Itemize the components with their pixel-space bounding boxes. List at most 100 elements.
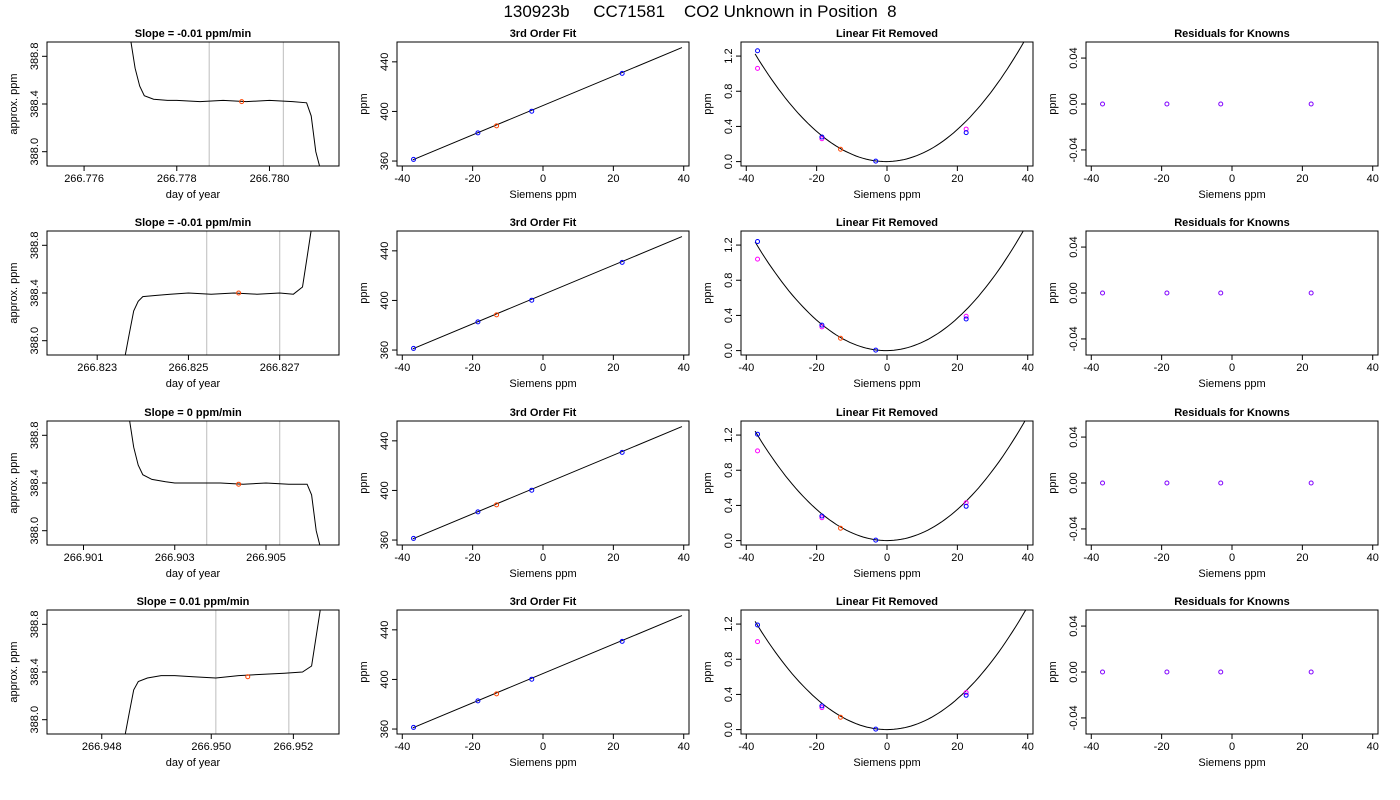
- y-tick-label: 0.0: [723, 722, 735, 737]
- x-axis-label: Siemens ppm: [509, 189, 576, 201]
- x-tick-label: -40: [738, 173, 754, 185]
- y-tick-label: 440: [379, 53, 391, 71]
- y-tick-label: 0.4: [723, 119, 735, 134]
- quadratic-fit-curve: [754, 231, 1024, 352]
- x-tick-label: -20: [809, 173, 825, 185]
- plot-frame: [740, 230, 1034, 356]
- y-tick-label: 0.04: [1068, 47, 1080, 68]
- x-tick-label: -20: [465, 552, 481, 564]
- alt-point: [755, 448, 761, 454]
- y-axis-label: approx. ppm: [8, 641, 20, 702]
- y-tick-label: 360: [379, 341, 391, 359]
- panel-2-1: 266.823 266.825 266.827 388.0 388.4 388.8 Slop…: [8, 217, 340, 390]
- panel-title: Residuals for Knowns: [1174, 28, 1290, 40]
- known-point: [873, 347, 879, 353]
- known-point: [755, 48, 761, 54]
- panel-title: Linear Fit Removed: [836, 217, 938, 229]
- x-axis-label: Siemens ppm: [1198, 757, 1265, 769]
- plot-frame: [1085, 420, 1379, 546]
- x-tick-label: -20: [1154, 173, 1170, 185]
- y-axis-label: ppm: [358, 472, 370, 493]
- data-layer: [1100, 101, 1314, 107]
- panel-title: Linear Fit Removed: [836, 28, 938, 40]
- data-layer: [129, 421, 321, 545]
- x-tick-label: 266.901: [64, 552, 104, 564]
- x-axis-label: Siemens ppm: [853, 757, 920, 769]
- x-tick-label: 0: [540, 552, 546, 564]
- y-tick-label: 0.4: [723, 687, 735, 702]
- x-tick-label: -40: [394, 741, 410, 753]
- x-tick-label: 40: [678, 552, 690, 564]
- x-tick-label: 20: [607, 552, 619, 564]
- known-point: [819, 513, 825, 519]
- x-tick-label: -20: [1154, 741, 1170, 753]
- x-tick-label: 0: [884, 552, 890, 564]
- x-axis-label: Siemens ppm: [509, 378, 576, 390]
- x-tick-label: 20: [607, 173, 619, 185]
- x-tick-label: 40: [1022, 552, 1034, 564]
- x-tick-label: -40: [394, 552, 410, 564]
- x-tick-label: 266.903: [155, 552, 195, 564]
- x-tick-label: 266.950: [191, 741, 231, 753]
- data-layer: [411, 236, 683, 351]
- known-point: [819, 322, 825, 328]
- panel-title: Linear Fit Removed: [836, 407, 938, 419]
- x-tick-label: 20: [951, 173, 963, 185]
- y-axis-label: ppm: [1047, 472, 1059, 493]
- alt-point: [819, 324, 825, 330]
- data-layer: [754, 610, 1027, 732]
- residual-point: [1308, 290, 1314, 296]
- x-tick-label: -40: [1083, 741, 1099, 753]
- residual-point: [1218, 480, 1224, 486]
- x-axis-label: day of year: [166, 378, 221, 390]
- y-axis-label: ppm: [358, 282, 370, 303]
- panel-3-1: 266.901 266.903 266.905 388.0 388.4 388.8 Slop…: [8, 407, 340, 580]
- known-point: [755, 431, 761, 437]
- unknown-marker: [239, 99, 245, 105]
- plot-frame: [1085, 41, 1379, 167]
- trace-line: [124, 231, 312, 355]
- x-tick-label: 0: [884, 362, 890, 374]
- fit-line: [412, 236, 683, 350]
- x-axis-label: Siemens ppm: [509, 757, 576, 769]
- x-tick-label: 40: [1367, 741, 1379, 753]
- panel-title: 3rd Order Fit: [510, 596, 577, 608]
- x-axis-label: day of year: [166, 568, 221, 580]
- quadratic-fit-curve: [754, 610, 1027, 731]
- y-tick-label: 388.8: [29, 611, 41, 639]
- y-tick-label: 0.04: [1068, 236, 1080, 257]
- unknown-point: [838, 525, 844, 531]
- known-point: [475, 130, 481, 136]
- known-point: [529, 108, 535, 114]
- y-axis-label: ppm: [702, 93, 714, 114]
- x-axis-label: Siemens ppm: [853, 568, 920, 580]
- panel-2-2: -40 -20 0 20 40 360 400 440 3rd Order Fit Siemens…: [358, 217, 690, 390]
- y-tick-label: 0.8: [723, 273, 735, 288]
- x-axis-label: Siemens ppm: [1198, 378, 1265, 390]
- y-tick-label: 0.0: [723, 343, 735, 358]
- y-tick-label: 400: [379, 291, 391, 309]
- x-tick-label: 266.905: [246, 552, 286, 564]
- known-point: [755, 239, 761, 245]
- residual-point: [1218, 290, 1224, 296]
- panel-2-3: -40 -20 0 20 40 0.0 0.4 0.8 1.2 Linear Fit Remove…: [702, 217, 1034, 390]
- known-point: [873, 537, 879, 543]
- data-layer: [754, 231, 1024, 353]
- unknown-point: [494, 123, 500, 129]
- y-tick-label: 1.2: [723, 237, 735, 252]
- residual-point: [1164, 669, 1170, 675]
- known-point: [411, 345, 417, 351]
- known-point: [819, 134, 825, 140]
- y-tick-label: 0.04: [1068, 426, 1080, 447]
- panel-title: Slope = -0.01 ppm/min: [135, 217, 252, 229]
- x-axis-label: Siemens ppm: [1198, 189, 1265, 201]
- panel-title: Slope = 0 ppm/min: [144, 407, 242, 419]
- y-axis-label: ppm: [1047, 282, 1059, 303]
- x-tick-label: 20: [951, 741, 963, 753]
- residual-point: [1100, 290, 1106, 296]
- y-tick-label: 400: [379, 481, 391, 499]
- y-tick-label: 360: [379, 152, 391, 170]
- x-tick-label: 40: [1367, 173, 1379, 185]
- x-axis-label: Siemens ppm: [1198, 568, 1265, 580]
